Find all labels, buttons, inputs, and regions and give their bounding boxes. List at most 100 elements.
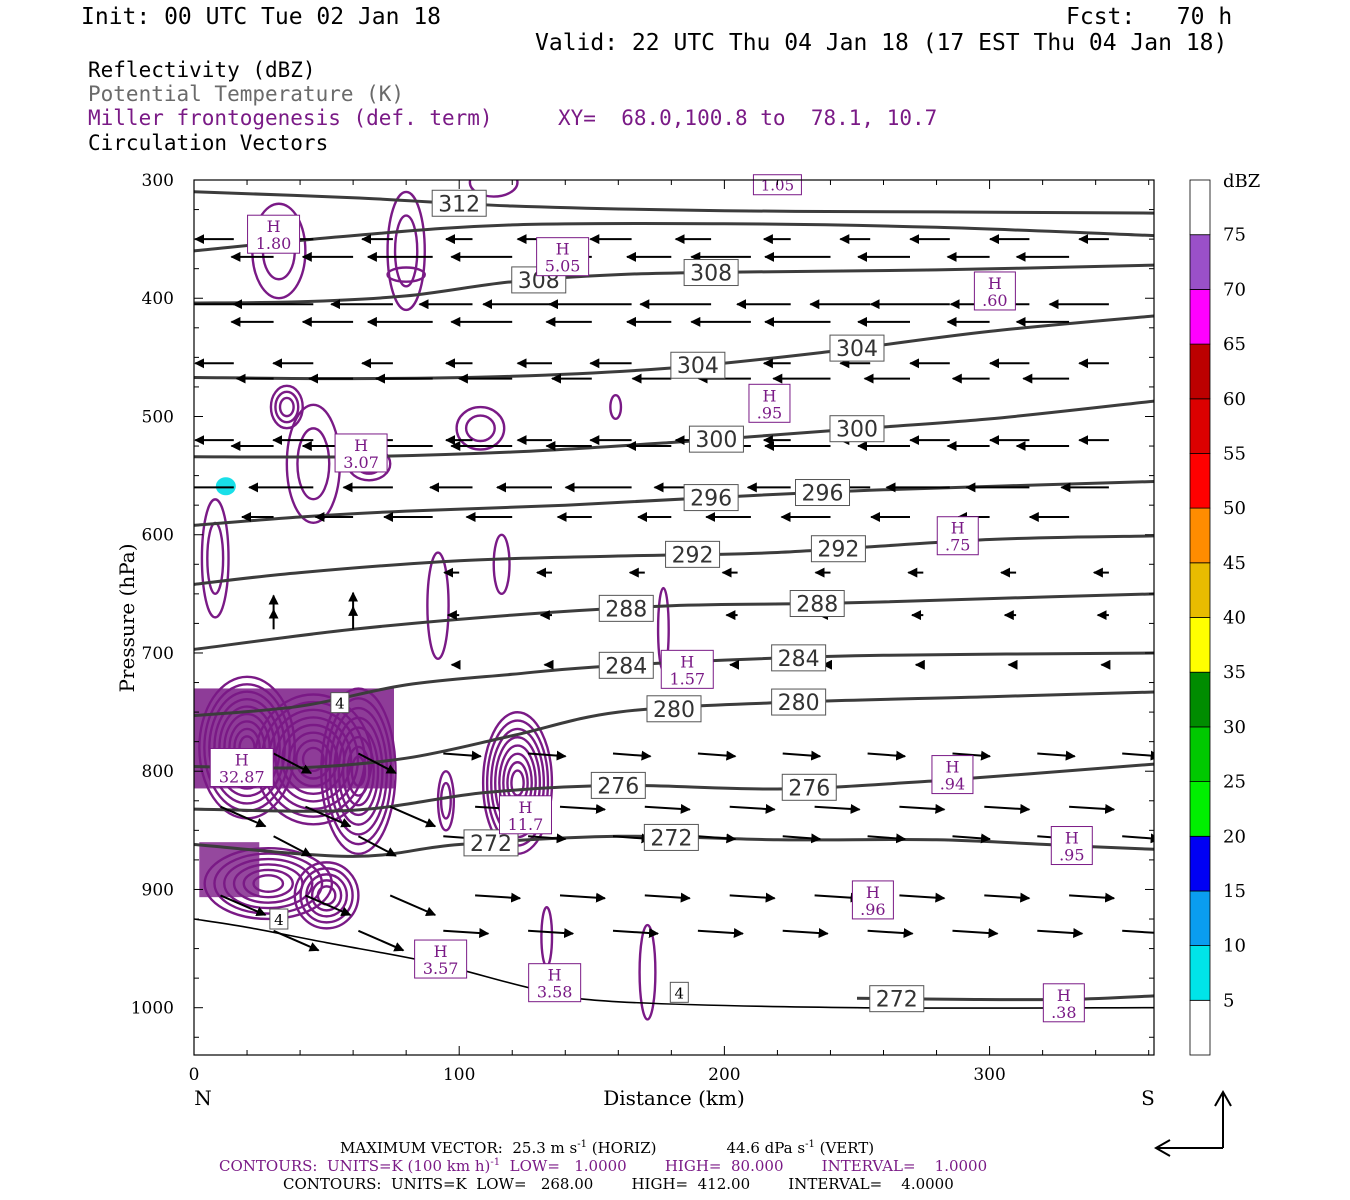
frontogenesis-max-label: H5.05 <box>536 237 590 277</box>
frontogenesis-max-value: 1.80 <box>256 234 292 253</box>
y-tick-label: 800 <box>142 762 174 782</box>
theta-label-box <box>789 590 845 618</box>
frontogenesis-contour <box>540 906 554 968</box>
frontogenesis-max-letter: H <box>945 758 959 777</box>
theta-label-text: 312 <box>438 192 480 217</box>
frontogenesis-max-box <box>748 383 791 423</box>
colorbar-swatch <box>1189 507 1211 564</box>
contour-small-box <box>269 908 289 930</box>
frontogenesis-max-value: .38 <box>1051 1003 1076 1022</box>
theta-label-text: 272 <box>876 988 918 1013</box>
frontogenesis-max-label: H32.87 <box>209 747 274 787</box>
theta-label: 276 <box>590 771 646 799</box>
circulation-vector <box>644 892 691 903</box>
theta-label: 292 <box>810 535 866 563</box>
circulation-vector <box>273 752 312 774</box>
circulation-vector <box>559 803 606 814</box>
theta-label-text: 292 <box>817 538 859 563</box>
frontogenesis-max-letter: H <box>951 519 965 538</box>
frontogenesis-max-label: H.94 <box>931 755 974 795</box>
frontogenesis-max-label: H.96 <box>851 880 894 920</box>
circulation-vector <box>782 928 829 939</box>
x-tick-label: 200 <box>708 1065 740 1085</box>
frontogenesis-max-label: H1.80 <box>247 214 301 254</box>
circulation-vector <box>528 928 575 939</box>
y-tick-label: 600 <box>142 526 174 546</box>
theta-label-box <box>683 259 739 287</box>
circulation-vector <box>899 892 946 903</box>
circulation-vector <box>612 928 659 939</box>
theta-label-text: 284 <box>778 647 820 672</box>
colorbar-level-label: 30 <box>1223 717 1246 738</box>
circulation-vector <box>220 805 267 828</box>
frontogenesis-contour <box>510 769 525 797</box>
circulation-vector <box>867 750 907 761</box>
theta-contour <box>194 263 1154 305</box>
theta-label-box <box>670 351 726 379</box>
frontogenesis-contour <box>492 533 511 595</box>
frontogenesis-max-box <box>660 649 714 689</box>
x-tick-label: 300 <box>973 1065 1005 1085</box>
frontogenesis-max-value: 5.05 <box>545 257 581 276</box>
circulation-vector <box>358 929 405 952</box>
frontogenesis-max-box <box>414 939 468 979</box>
colorbar-swatch <box>1189 999 1211 1056</box>
frontogenesis-contour <box>439 781 452 820</box>
circulation-vector <box>273 835 312 857</box>
circulation-vector <box>305 894 352 916</box>
y-tick-label: 1000 <box>131 999 174 1019</box>
contour-small-label: 4 <box>269 908 289 930</box>
frontogenesis-contour <box>386 266 426 283</box>
frontogenesis-max-box <box>936 516 979 556</box>
frontogenesis-max-box <box>528 963 582 1003</box>
colorbar-level-label: 50 <box>1223 498 1246 519</box>
frontogenesis-max-label: H3.07 <box>334 433 388 473</box>
circulation-vector <box>528 750 567 761</box>
frontogenesis-dense-core <box>199 842 260 898</box>
circulation-vector <box>528 833 567 844</box>
theta-label: 284 <box>771 644 827 672</box>
north-end-label: N <box>194 1086 212 1110</box>
colorbar-level-label: 25 <box>1223 772 1246 793</box>
frontogenesis-max-value: 3.58 <box>537 983 573 1002</box>
frontogenesis-contour <box>293 861 360 930</box>
circulation-vector <box>644 803 691 814</box>
theta-label-box <box>598 651 654 679</box>
frontogenesis-max-letter: H <box>1057 986 1071 1005</box>
colorbar-level-label: 45 <box>1223 553 1246 574</box>
circulation-vector <box>697 750 737 761</box>
frontogenesis-max-box <box>334 433 388 473</box>
theta-label: 308 <box>683 259 739 287</box>
circulation-vector <box>984 892 1031 903</box>
frontogenesis-contour <box>455 405 506 451</box>
legend-vectors: Circulation Vectors <box>88 131 329 155</box>
colorbar-swatch <box>1189 562 1211 618</box>
theta-label: 300 <box>688 425 744 453</box>
y-tick-label: 500 <box>142 407 174 427</box>
frontogenesis-max-box <box>931 755 974 795</box>
circulation-vector <box>729 892 776 903</box>
contour-small-text: 4 <box>335 695 345 713</box>
frontogenesis-contour <box>464 414 496 443</box>
frontogenesis-max-label: H11.7 <box>498 795 552 835</box>
legend-reflectivity: Reflectivity (dBZ) <box>88 58 316 82</box>
contour-small-text: 4 <box>274 911 284 929</box>
frontogenesis-max-label: H3.57 <box>414 939 468 979</box>
theta-label-box <box>646 695 702 723</box>
frontogenesis-contour <box>285 403 342 524</box>
circulation-vector <box>899 803 946 814</box>
colorbar-level-label: 10 <box>1223 936 1246 957</box>
frontogenesis-max-box <box>247 214 301 254</box>
theta-label: 304 <box>829 334 885 362</box>
circulation-vector <box>729 803 776 814</box>
circulation-vector <box>952 750 991 761</box>
frontogenesis-max-value: 3.07 <box>343 453 379 472</box>
frontogenesis-max-label: H3.58 <box>528 963 582 1003</box>
circulation-vector <box>1069 803 1116 814</box>
reflectivity-echo <box>215 477 236 496</box>
theta-label-box <box>431 189 487 217</box>
circulation-vector <box>952 833 991 844</box>
theta-label: 280 <box>646 695 702 723</box>
theta-label-text: 300 <box>695 428 737 453</box>
theta-label-box <box>665 540 721 568</box>
